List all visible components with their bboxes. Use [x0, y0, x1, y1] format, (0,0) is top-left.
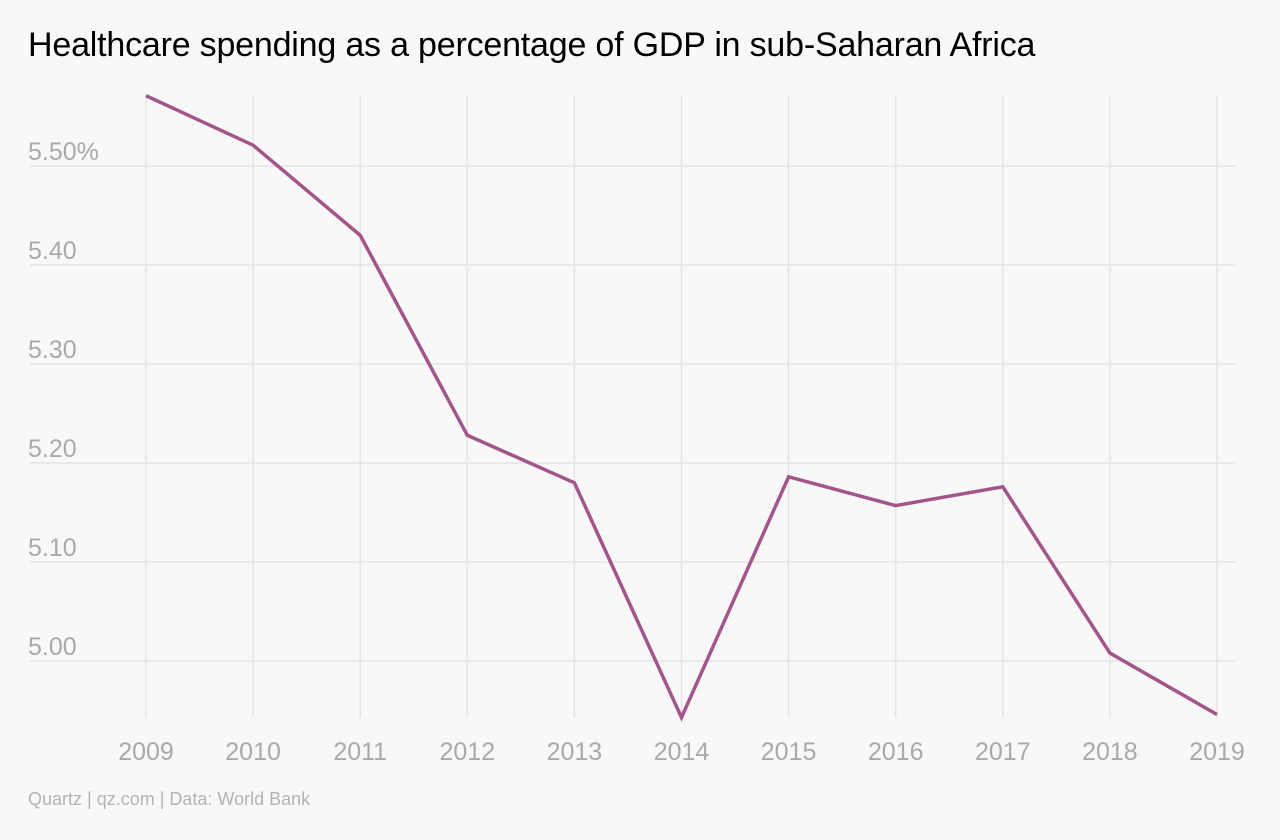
series-group: [145, 94, 1219, 722]
data-point: [359, 234, 362, 237]
data-point: [466, 434, 469, 437]
y-tick-label: 5.00: [28, 633, 77, 661]
x-tick-label: 2017: [975, 738, 1031, 766]
x-tick-label: 2012: [439, 738, 495, 766]
source-note: Quartz | qz.com | Data: World Bank: [28, 789, 311, 809]
data-point: [1001, 485, 1004, 488]
x-tick-label: 2014: [654, 738, 710, 766]
x-tick-label: 2011: [333, 738, 387, 766]
data-point: [573, 481, 576, 484]
data-point: [680, 716, 683, 719]
y-tick-label: 5.20: [28, 435, 77, 463]
x-tick-label: 2013: [547, 738, 603, 766]
data-point: [1216, 713, 1219, 716]
y-tick-label: 5.50%: [28, 138, 99, 166]
x-tick-label: 2010: [225, 738, 281, 766]
x-tick-label: 2019: [1189, 738, 1245, 766]
y-axis-tick-labels: 5.00 5.10 5.20 5.30 5.40 5.50%: [28, 138, 99, 661]
x-tick-label: 2016: [868, 738, 924, 766]
y-tick-label: 5.10: [28, 534, 77, 562]
data-point: [252, 144, 255, 147]
data-point: [787, 475, 790, 478]
gridlines: [30, 96, 1235, 718]
x-tick-label: 2015: [761, 738, 817, 766]
chart-title: Healthcare spending as a percentage of G…: [28, 26, 1036, 64]
x-tick-label: 2009: [118, 738, 174, 766]
x-tick-label: 2018: [1082, 738, 1138, 766]
x-axis-tick-labels: 2009 2010 2011 2012 2013 2014 2015 2016 2017 2018…: [118, 738, 1245, 766]
y-tick-label: 5.40: [28, 237, 77, 265]
data-point: [894, 504, 897, 507]
y-tick-label: 5.30: [28, 336, 77, 364]
data-point: [145, 94, 148, 97]
series-line: [145, 94, 1218, 722]
data-point: [1108, 652, 1111, 655]
